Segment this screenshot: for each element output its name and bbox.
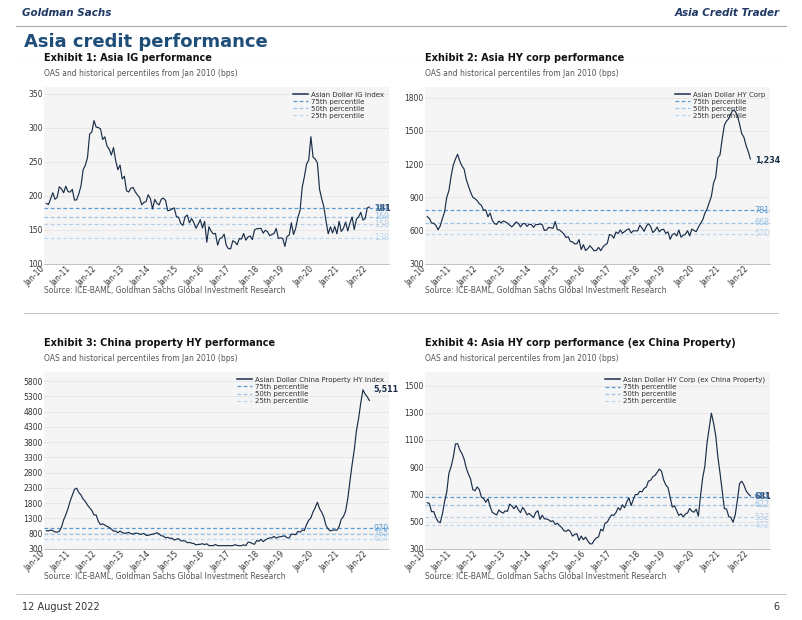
Text: 785: 785 <box>374 529 389 538</box>
Text: 622: 622 <box>755 500 770 510</box>
Text: Asia credit performance: Asia credit performance <box>24 33 268 51</box>
Text: Exhibit 2: Asia HY corp performance: Exhibit 2: Asia HY corp performance <box>425 53 624 63</box>
Legend: Asian Dollar HY Corp (ex China Property), 75th percentile, 50th percentile, 25th: Asian Dollar HY Corp (ex China Property)… <box>603 376 767 406</box>
Text: OAS and historical percentiles from Jan 2010 (bps): OAS and historical percentiles from Jan … <box>44 69 237 78</box>
Text: 12 August 2022: 12 August 2022 <box>22 603 100 613</box>
Text: 181: 181 <box>374 204 389 213</box>
Text: 668: 668 <box>755 218 770 228</box>
Text: 979: 979 <box>374 523 389 533</box>
Text: 472: 472 <box>755 521 770 530</box>
Text: 181: 181 <box>374 204 391 213</box>
Legend: Asian Dollar IG Index, 75th percentile, 50th percentile, 25th percentile: Asian Dollar IG Index, 75th percentile, … <box>292 91 386 120</box>
Text: Goldman Sachs: Goldman Sachs <box>22 7 111 17</box>
Text: 5,511: 5,511 <box>374 386 399 394</box>
Text: 781: 781 <box>755 206 770 215</box>
Text: Source: ICE-BAML, Goldman Sachs Global Investment Research: Source: ICE-BAML, Goldman Sachs Global I… <box>425 286 666 296</box>
Text: OAS and historical percentiles from Jan 2010 (bps): OAS and historical percentiles from Jan … <box>425 354 618 363</box>
Text: OAS and historical percentiles from Jan 2010 (bps): OAS and historical percentiles from Jan … <box>425 69 618 78</box>
Text: OAS and historical percentiles from Jan 2010 (bps): OAS and historical percentiles from Jan … <box>44 354 237 363</box>
Text: 532: 532 <box>755 513 770 521</box>
Text: Exhibit 1: Asia IG performance: Exhibit 1: Asia IG performance <box>44 53 212 63</box>
Text: 681: 681 <box>755 492 770 502</box>
Text: 6: 6 <box>773 603 780 613</box>
Text: 169: 169 <box>374 212 389 221</box>
Text: Exhibit 4: Asia HY corp performance (ex China Property): Exhibit 4: Asia HY corp performance (ex … <box>425 339 735 348</box>
Text: 158: 158 <box>374 219 389 229</box>
Text: Source: ICE-BAML, Goldman Sachs Global Investment Research: Source: ICE-BAML, Goldman Sachs Global I… <box>44 286 286 296</box>
Text: 624: 624 <box>374 534 389 543</box>
Text: Exhibit 3: China property HY performance: Exhibit 3: China property HY performance <box>44 339 275 348</box>
Text: Source: ICE-BAML, Goldman Sachs Global Investment Research: Source: ICE-BAML, Goldman Sachs Global I… <box>44 572 286 581</box>
Text: 681: 681 <box>755 492 772 502</box>
Text: Asia Credit Trader: Asia Credit Trader <box>674 7 780 17</box>
Legend: Asian Dollar HY Corp, 75th percentile, 50th percentile, 25th percentile: Asian Dollar HY Corp, 75th percentile, 5… <box>674 91 767 120</box>
Text: Source: ICE-BAML, Goldman Sachs Global Investment Research: Source: ICE-BAML, Goldman Sachs Global I… <box>425 572 666 581</box>
Text: 138: 138 <box>374 233 389 242</box>
Text: 570: 570 <box>755 229 770 238</box>
Legend: Asian Dollar China Property HY Index, 75th percentile, 50th percentile, 25th per: Asian Dollar China Property HY Index, 75… <box>236 376 386 405</box>
Text: 1,234: 1,234 <box>755 156 780 165</box>
